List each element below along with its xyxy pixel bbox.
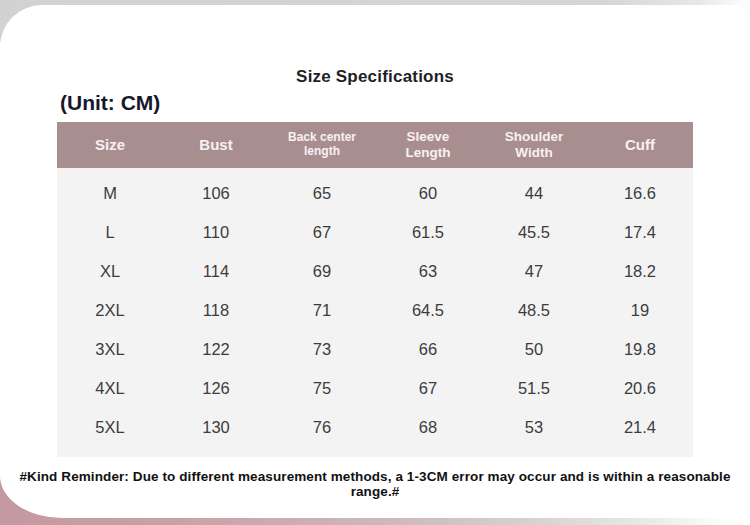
cell-sleeve-length: 68 xyxy=(375,408,481,447)
table-row: 4XL 126 75 67 51.5 20.6 xyxy=(57,369,693,408)
table-body: M 106 65 60 44 16.6 L 110 67 61.5 45.5 1… xyxy=(57,168,693,457)
cell-sleeve-length: 61.5 xyxy=(375,213,481,252)
cell-cuff: 17.4 xyxy=(587,213,693,252)
table-row: 5XL 130 76 68 53 21.4 xyxy=(57,408,693,447)
cell-shoulder-width: 47 xyxy=(481,252,587,291)
cell-shoulder-width: 50 xyxy=(481,330,587,369)
cell-back-center-length: 65 xyxy=(269,174,375,213)
cell-cuff: 18.2 xyxy=(587,252,693,291)
cell-size: 5XL xyxy=(57,408,163,447)
cell-shoulder-width: 44 xyxy=(481,174,587,213)
column-header-back-center-length: Back center length xyxy=(269,122,375,168)
cell-sleeve-length: 67 xyxy=(375,369,481,408)
cell-bust: 114 xyxy=(163,252,269,291)
cell-back-center-length: 67 xyxy=(269,213,375,252)
cell-shoulder-width: 53 xyxy=(481,408,587,447)
size-chart-card: Size Specifications (Unit: CM) Size Bust… xyxy=(0,5,750,518)
cell-back-center-length: 73 xyxy=(269,330,375,369)
cell-bust: 106 xyxy=(163,174,269,213)
cell-back-center-length: 76 xyxy=(269,408,375,447)
table-row: 2XL 118 71 64.5 48.5 19 xyxy=(57,291,693,330)
table-row: L 110 67 61.5 45.5 17.4 xyxy=(57,213,693,252)
cell-back-center-length: 69 xyxy=(269,252,375,291)
cell-size: 4XL xyxy=(57,369,163,408)
column-header-cuff: Cuff xyxy=(587,122,693,168)
cell-shoulder-width: 45.5 xyxy=(481,213,587,252)
cell-size: 2XL xyxy=(57,291,163,330)
unit-label: (Unit: CM) xyxy=(60,91,160,115)
cell-cuff: 19.8 xyxy=(587,330,693,369)
size-table: Size Bust Back center length Sleeve Leng… xyxy=(57,122,693,457)
cell-bust: 122 xyxy=(163,330,269,369)
cell-bust: 126 xyxy=(163,369,269,408)
table-row: XL 114 69 63 47 18.2 xyxy=(57,252,693,291)
cell-back-center-length: 71 xyxy=(269,291,375,330)
size-chart-page: Size Specifications (Unit: CM) Size Bust… xyxy=(0,0,750,525)
column-header-sleeve-length: Sleeve Length xyxy=(375,122,481,168)
cell-cuff: 16.6 xyxy=(587,174,693,213)
cell-sleeve-length: 63 xyxy=(375,252,481,291)
cell-back-center-length: 75 xyxy=(269,369,375,408)
cell-cuff: 20.6 xyxy=(587,369,693,408)
column-header-size: Size xyxy=(57,122,163,168)
table-row: M 106 65 60 44 16.6 xyxy=(57,174,693,213)
cell-sleeve-length: 64.5 xyxy=(375,291,481,330)
cell-shoulder-width: 51.5 xyxy=(481,369,587,408)
table-header-row: Size Bust Back center length Sleeve Leng… xyxy=(57,122,693,168)
cell-bust: 110 xyxy=(163,213,269,252)
cell-shoulder-width: 48.5 xyxy=(481,291,587,330)
column-header-shoulder-width: Shoulder Width xyxy=(481,122,587,168)
cell-sleeve-length: 60 xyxy=(375,174,481,213)
column-header-bust: Bust xyxy=(163,122,269,168)
cell-size: 3XL xyxy=(57,330,163,369)
cell-sleeve-length: 66 xyxy=(375,330,481,369)
cell-size: M xyxy=(57,174,163,213)
table-row: 3XL 122 73 66 50 19.8 xyxy=(57,330,693,369)
cell-size: L xyxy=(57,213,163,252)
page-title: Size Specifications xyxy=(0,67,750,87)
cell-size: XL xyxy=(57,252,163,291)
cell-cuff: 21.4 xyxy=(587,408,693,447)
cell-bust: 130 xyxy=(163,408,269,447)
cell-bust: 118 xyxy=(163,291,269,330)
cell-cuff: 19 xyxy=(587,291,693,330)
reminder-note: #Kind Reminder: Due to different measure… xyxy=(0,469,750,499)
